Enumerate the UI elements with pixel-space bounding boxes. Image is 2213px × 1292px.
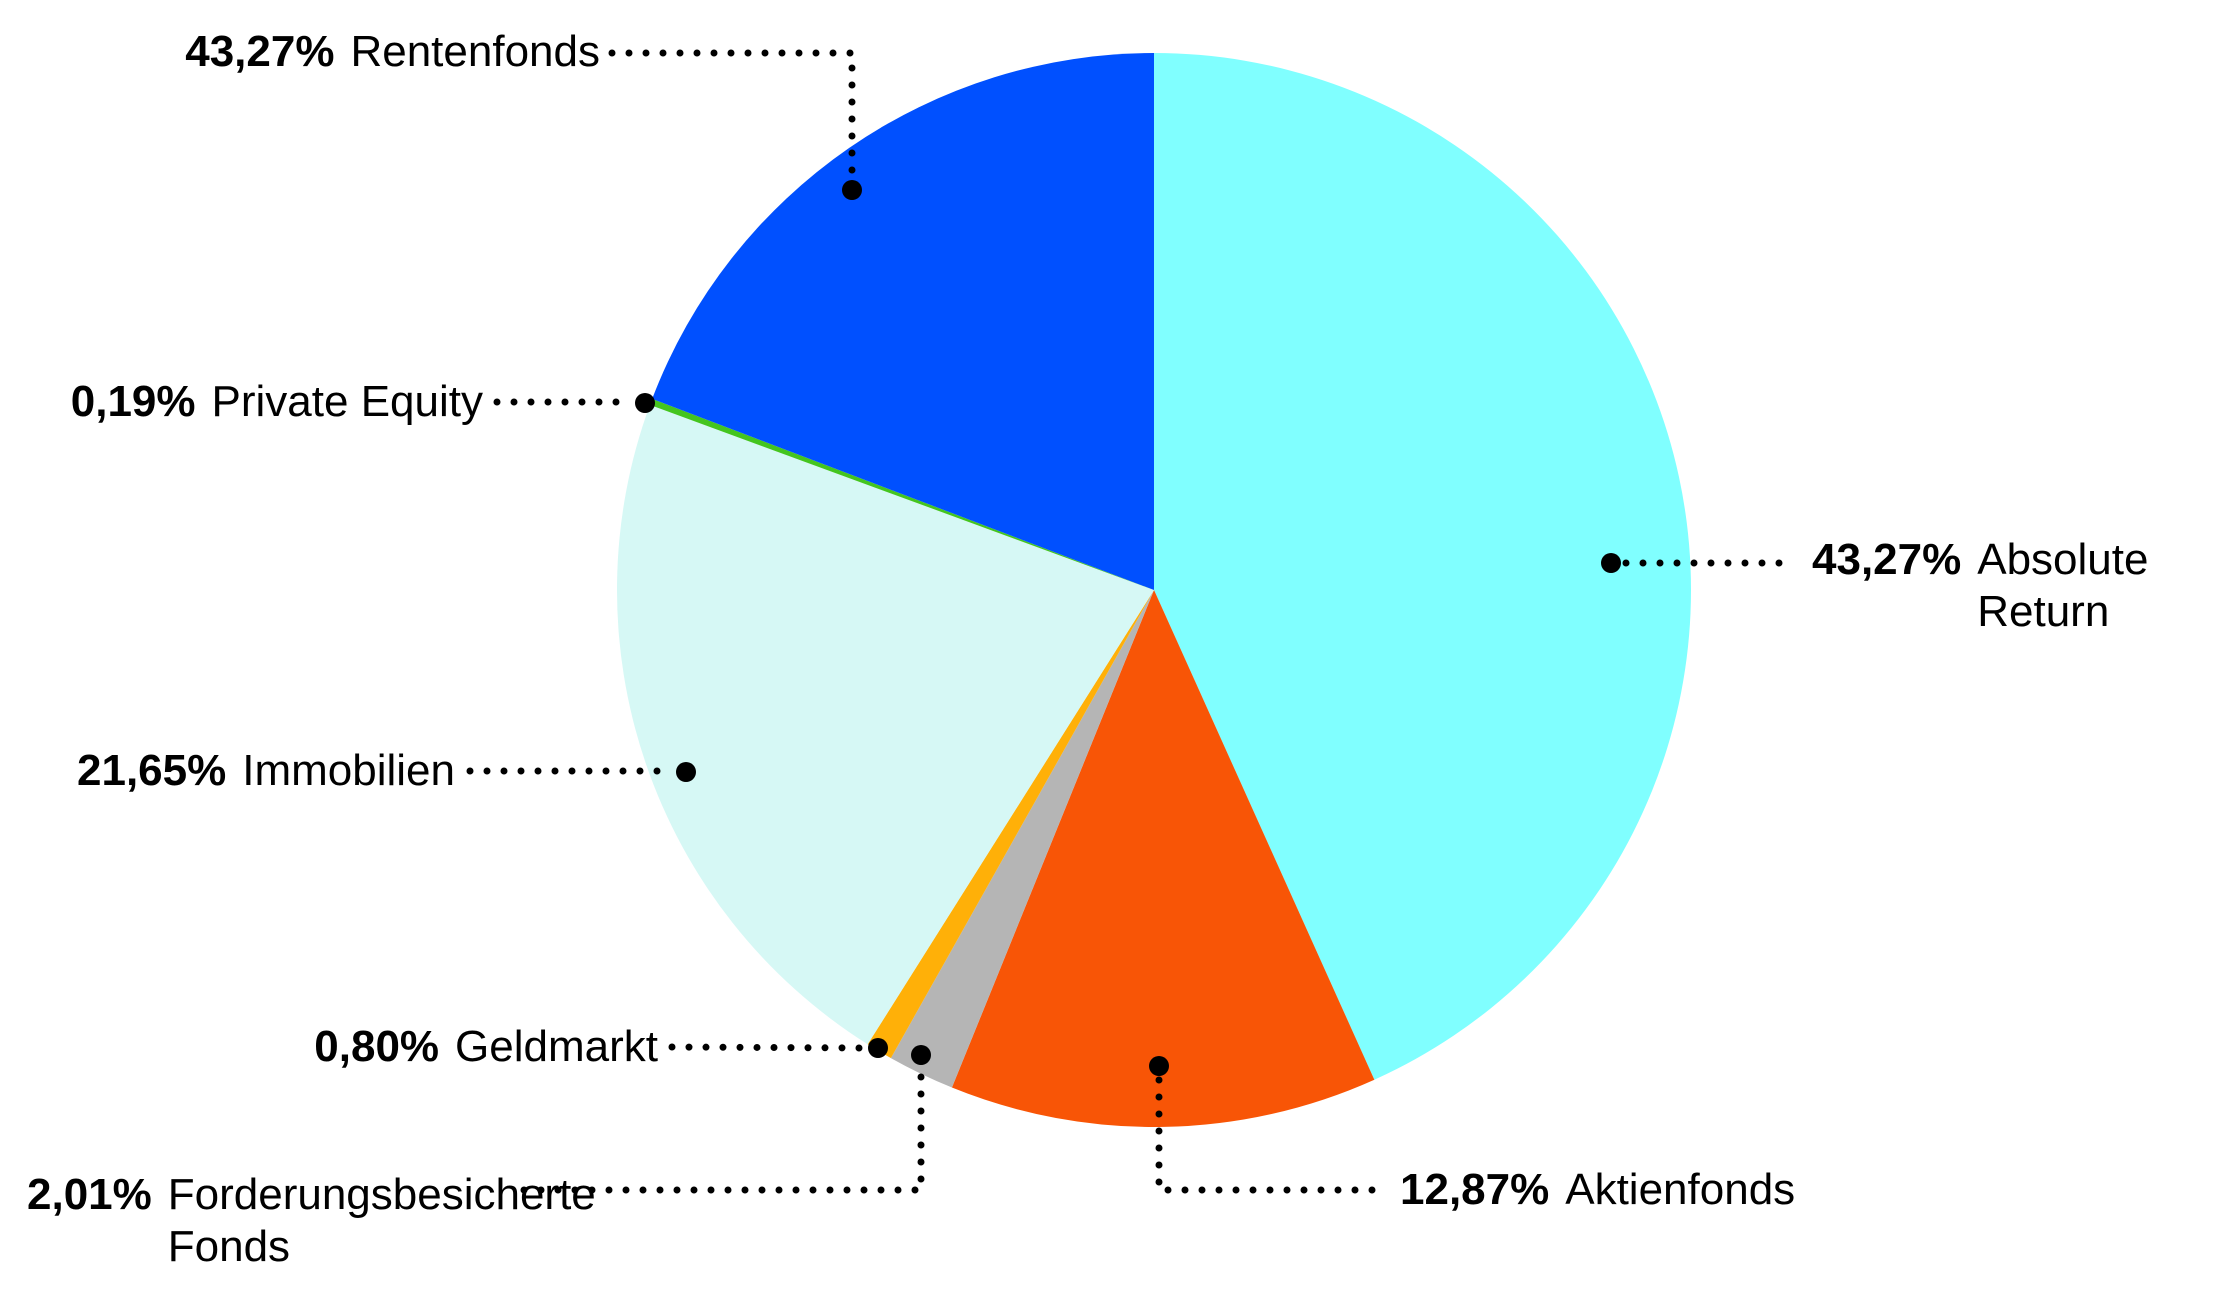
slice-private-equity (649, 398, 1154, 590)
forderungsbesicherte-percent: 2,01% (27, 1170, 152, 1219)
geldmarkt-percent: 0,80% (314, 1022, 440, 1071)
aktienfonds-anchor-dot (1149, 1056, 1169, 1076)
forderungsbesicherte-anchor-dot (911, 1045, 931, 1065)
geldmarkt-connector (668, 1043, 866, 1052)
aktienfonds-connector (1155, 1076, 1390, 1194)
slice-absolute-return (1154, 53, 1692, 1080)
forderungsbesicherte-connector (520, 1067, 925, 1194)
rentenfonds-connector (608, 49, 856, 178)
geldmarkt-label: 0,80% Geldmarkt (314, 1021, 658, 1073)
slice-forderungsbesicherte-fonds (890, 590, 1154, 1088)
absolute-return-name: Absolute Return (1977, 535, 2149, 636)
pie-slices (616, 53, 1692, 1127)
absolute-return-label: 43,27% Absolute Return (1812, 534, 2148, 638)
rentenfonds-anchor-dot (842, 180, 862, 200)
private-equity-anchor-dot (635, 393, 655, 413)
aktienfonds-name: Aktienfonds (1565, 1165, 1796, 1214)
callout-connectors (466, 49, 1800, 1194)
immobilien-label: 21,65% Immobilien (77, 745, 455, 797)
slice-aktienfonds (951, 590, 1375, 1127)
aktienfonds-percent: 12,87% (1400, 1165, 1550, 1214)
forderungsbesicherte-label: 2,01% Forderungsbesicherte Fonds (27, 1169, 596, 1273)
immobilien-percent: 21,65% (77, 746, 227, 795)
geldmarkt-name: Geldmarkt (455, 1022, 658, 1071)
immobilien-anchor-dot (676, 762, 696, 782)
rentenfonds-name: Rentenfonds (350, 27, 600, 76)
aktienfonds-label: 12,87% Aktienfonds (1400, 1164, 1795, 1216)
private-equity-percent: 0,19% (70, 377, 196, 426)
immobilien-name: Immobilien (242, 746, 455, 795)
rentenfonds-label: 43,27% Rentenfonds (185, 26, 600, 78)
slice-immobilien (616, 404, 1154, 1045)
absolute-return-anchor-dot (1601, 553, 1621, 573)
slice-geldmarkt (867, 590, 1154, 1059)
geldmarkt-anchor-dot (868, 1038, 888, 1058)
forderungsbesicherte-name: Forderungsbesicherte Fonds (167, 1170, 596, 1271)
rentenfonds-percent: 43,27% (185, 27, 335, 76)
absolute-return-percent: 43,27% (1812, 535, 1962, 584)
private-equity-label: 0,19% Private Equity (71, 376, 483, 428)
private-equity-name: Private Equity (211, 377, 483, 426)
slice-rentenfonds (652, 53, 1154, 590)
